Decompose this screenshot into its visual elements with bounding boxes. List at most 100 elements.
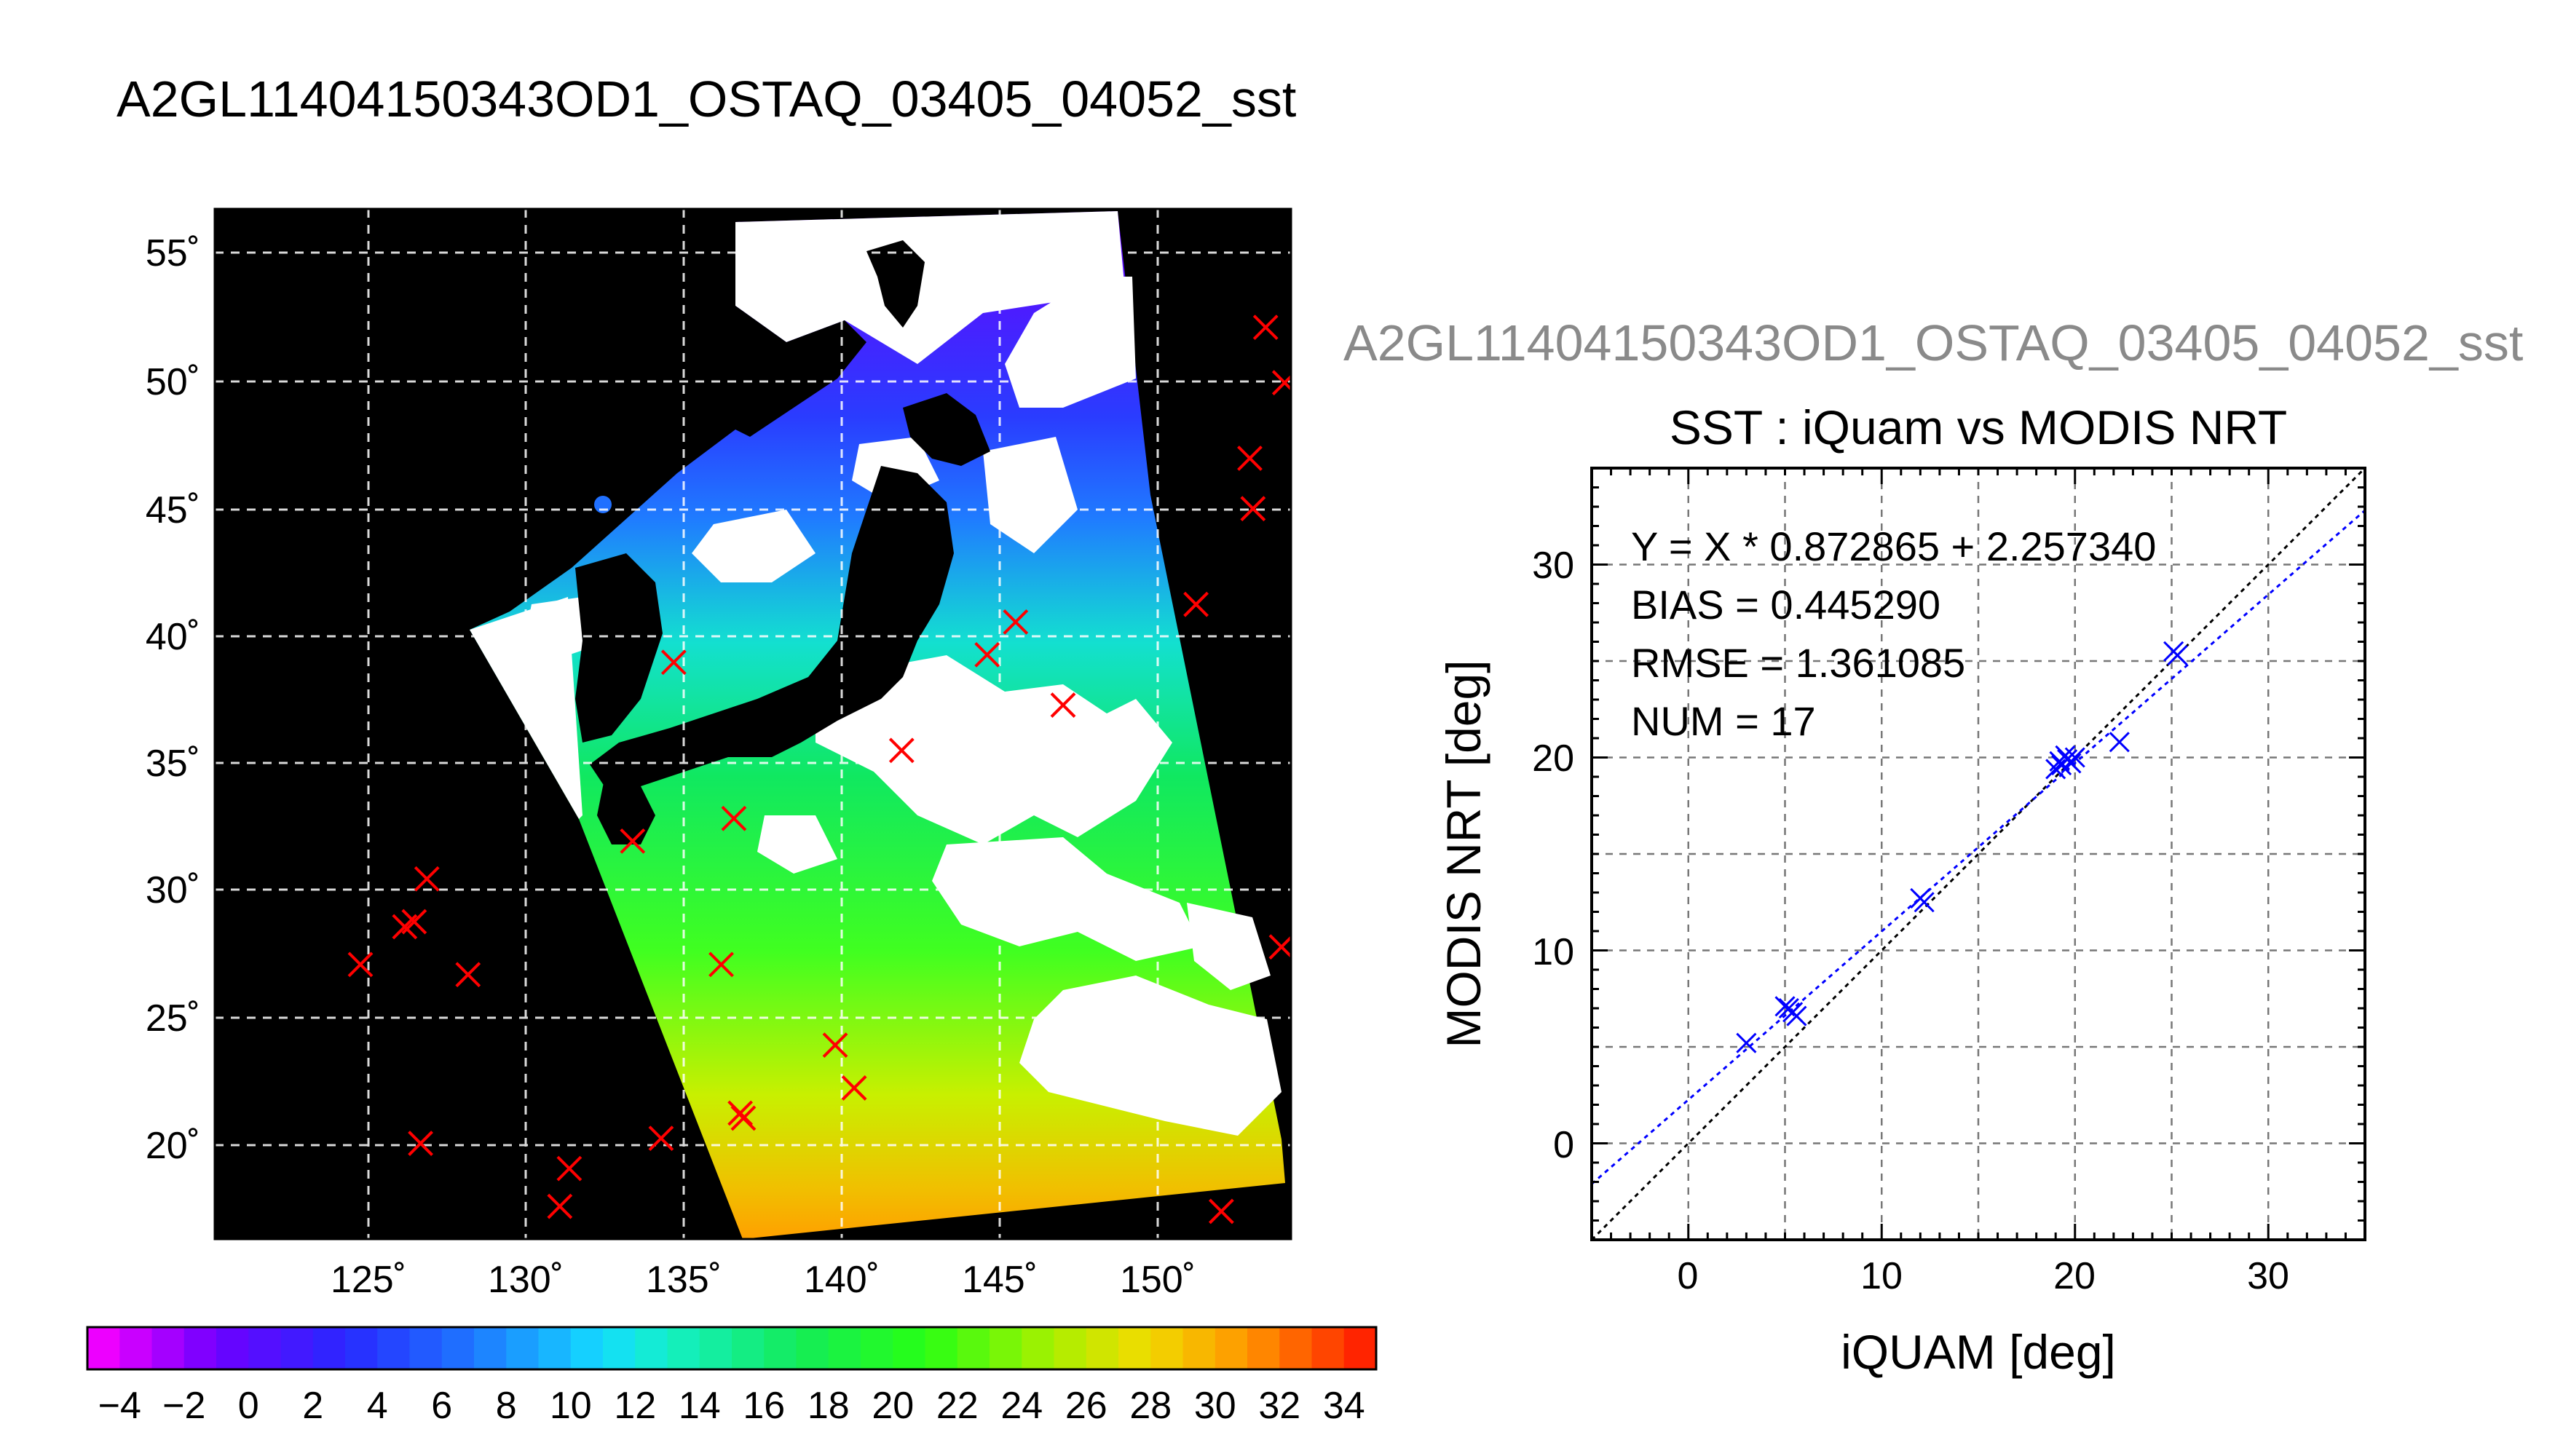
colorbar-cell <box>732 1327 765 1369</box>
map-y-tick-label: 45˚ <box>146 489 200 531</box>
colorbar-tick-label: 26 <box>1065 1385 1107 1427</box>
colorbar-tick-label: 22 <box>936 1385 979 1427</box>
buoy-marker <box>708 951 734 978</box>
colorbar-tick-label: 4 <box>367 1385 388 1427</box>
map-frame <box>213 207 1292 1241</box>
buoy-marker <box>648 1125 674 1152</box>
map-x-tick-label: 125˚ <box>331 1259 406 1301</box>
scatter-point <box>1786 1005 1807 1026</box>
scatter-point <box>1914 892 1935 913</box>
scatter-y-axis-label: MODIS NRT [deg] <box>1437 660 1490 1048</box>
buoy-marker <box>1240 496 1266 522</box>
scatter-y-tick-label: 30 <box>1532 545 1574 587</box>
scatter-x-tick-label: 20 <box>2053 1255 2096 1297</box>
buoy-marker <box>547 1193 573 1219</box>
buoy-marker <box>1050 692 1076 718</box>
colorbar-tick-label: 32 <box>1258 1385 1300 1427</box>
colorbar-tick-label: −4 <box>98 1385 141 1427</box>
scatter-y-tick-label: 20 <box>1532 737 1574 780</box>
colorbar-cell <box>1086 1327 1119 1369</box>
colorbar-tick-label: 20 <box>872 1385 914 1427</box>
map-grid <box>215 209 1291 1239</box>
colorbar-cell <box>216 1327 249 1369</box>
scatter-point <box>2163 641 2184 662</box>
colorbar-tick-label: 0 <box>238 1385 259 1427</box>
map-y-tick-label: 30˚ <box>146 869 200 911</box>
colorbar-cell <box>151 1327 185 1369</box>
scatter-point <box>2057 749 2078 770</box>
scatter-point <box>1736 1032 1757 1053</box>
colorbar-cell <box>1182 1327 1216 1369</box>
buoy-marker <box>660 649 687 676</box>
buoy-marker <box>1183 591 1209 617</box>
map-y-tick-label: 40˚ <box>146 616 200 658</box>
colorbar-cell <box>538 1327 572 1369</box>
scatter-frame <box>1590 467 2366 1241</box>
buoy-marker <box>414 866 440 892</box>
colorbar-cell <box>699 1327 732 1369</box>
buoy-marker <box>721 805 747 831</box>
colorbar-cell <box>635 1327 668 1369</box>
map-x-tick-label: 135˚ <box>646 1259 722 1301</box>
colorbar-cell <box>1215 1327 1248 1369</box>
colorbar-cells <box>87 1327 1377 1369</box>
buoy-marker <box>1208 1198 1234 1224</box>
colorbar-cell <box>764 1327 797 1369</box>
colorbar-cell <box>1279 1327 1313 1369</box>
buoy-marker <box>556 1155 583 1182</box>
map-y-tick-label: 25˚ <box>146 997 200 1040</box>
colorbar-cell <box>1054 1327 1087 1369</box>
map-x-tick-label: 150˚ <box>1120 1259 1196 1301</box>
colorbar-cell <box>603 1327 636 1369</box>
stats-regression: Y = X * 0.872865 + 2.257340 <box>1631 523 2156 569</box>
buoy-markers <box>347 314 1291 1224</box>
colorbar-cell <box>667 1327 700 1369</box>
colorbar-tick-label: 28 <box>1129 1385 1172 1427</box>
scatter-title: SST : iQuam vs MODIS NRT <box>1670 400 2287 454</box>
scatter-grid <box>1592 468 2365 1240</box>
colorbar-cell <box>828 1327 861 1369</box>
colorbar-tick-label: 14 <box>679 1385 721 1427</box>
colorbar-cell <box>861 1327 893 1369</box>
colorbar-tick-label: 16 <box>743 1385 785 1427</box>
colorbar-cell <box>248 1327 282 1369</box>
buoy-marker <box>455 962 481 988</box>
colorbar-cell <box>1150 1327 1184 1369</box>
colorbar-cell <box>1343 1327 1377 1369</box>
colorbar-cell <box>990 1327 1022 1369</box>
buoy-marker <box>730 1105 757 1131</box>
map-y-tick-label: 20˚ <box>146 1125 200 1167</box>
colorbar-cell <box>312 1327 346 1369</box>
colorbar-cell <box>1311 1327 1345 1369</box>
colorbar-tick-label: 10 <box>550 1385 592 1427</box>
buoy-marker <box>620 828 646 854</box>
colorbar-cell <box>441 1327 475 1369</box>
colorbar-cell <box>87 1327 120 1369</box>
scatter-supertitle: A2GL11404150343OD1_OSTAQ_03405_04052_sst <box>1343 314 2523 371</box>
map-x-tick-label: 145˚ <box>962 1259 1038 1301</box>
buoy-marker <box>1271 370 1291 396</box>
colorbar-tick-label: 8 <box>496 1385 517 1427</box>
colorbar-cell <box>957 1327 990 1369</box>
buoy-marker <box>888 737 915 764</box>
scatter-point <box>2064 747 2085 768</box>
buoy-marker <box>347 951 374 978</box>
scatter-plot: A2GL11404150343OD1_OSTAQ_03405_04052_sst… <box>1343 314 2523 1379</box>
buoy-marker <box>1268 934 1291 960</box>
one-to-one-line <box>1592 468 2365 1240</box>
colorbar-tick-label: 34 <box>1323 1385 1365 1427</box>
colorbar-tick-label: 2 <box>302 1385 323 1427</box>
colorbar-cell <box>409 1327 443 1369</box>
buoy-marker <box>1237 446 1263 471</box>
buoy-marker <box>408 1131 433 1156</box>
map-y-tick-label: 35˚ <box>146 743 200 785</box>
stats-bias: BIAS = 0.445290 <box>1631 582 1940 628</box>
colorbar-cell <box>119 1327 153 1369</box>
colorbar-labels: −4 −2 0 2 4 6 8 10 12 14 16 18 20 22 24 26 28 30 32 34 <box>98 1385 1365 1427</box>
map-x-tick-label: 140˚ <box>804 1259 880 1301</box>
colorbar-tick-label: 30 <box>1194 1385 1236 1427</box>
buoy-marker <box>974 641 1000 668</box>
stats-rmse: RMSE = 1.361085 <box>1631 640 1965 686</box>
colorbar: −4 −2 0 2 4 6 8 10 12 14 16 18 20 22 24 26 28 30 32 34 <box>86 1326 1378 1427</box>
